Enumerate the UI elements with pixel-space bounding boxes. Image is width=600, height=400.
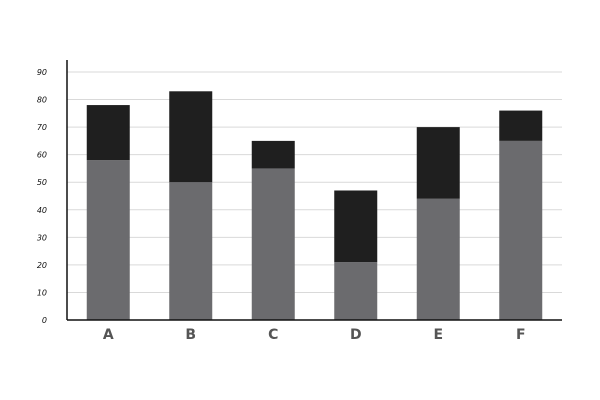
x-tick-label: B [185,327,196,343]
bar-segment-b-1 [169,182,213,320]
y-tick-label: 60 [37,151,47,160]
bar-segment-b-2 [169,91,213,183]
bar-segment-f-1 [499,140,543,320]
x-tick-label: F [516,327,526,343]
y-tick-label: 70 [37,123,47,132]
y-tick-label: 90 [37,68,47,77]
y-tick-labels: 0 10 20 30 40 50 60 70 80 90 [37,68,47,325]
gridlines [67,71,562,293]
bar-segment-a-2 [86,105,130,161]
bar-segment-d-1 [334,262,378,320]
x-tick-labels: A B C D E F [103,327,526,343]
bar-segment-e-1 [416,198,460,320]
y-tick-label: 50 [37,178,47,187]
bar-segment-e-2 [416,127,460,199]
bar-segment-f-2 [499,110,543,141]
y-tick-label: 0 [42,316,47,325]
y-tick-label: 10 [37,288,47,297]
axes [66,60,562,321]
bar-segment-a-1 [86,160,130,320]
x-tick-label: E [433,327,443,343]
bar-segment-d-2 [334,190,378,263]
y-tick-label: 20 [37,261,47,270]
x-tick-label: C [268,327,278,343]
x-tick-label: A [103,327,114,343]
y-tick-label: 30 [37,233,47,242]
bar-segment-c-2 [251,140,295,169]
x-tick-label: D [350,327,362,343]
y-tick-label: 40 [37,206,47,215]
bars [86,91,543,320]
y-tick-label: 80 [37,96,47,105]
bar-segment-c-1 [251,168,295,320]
